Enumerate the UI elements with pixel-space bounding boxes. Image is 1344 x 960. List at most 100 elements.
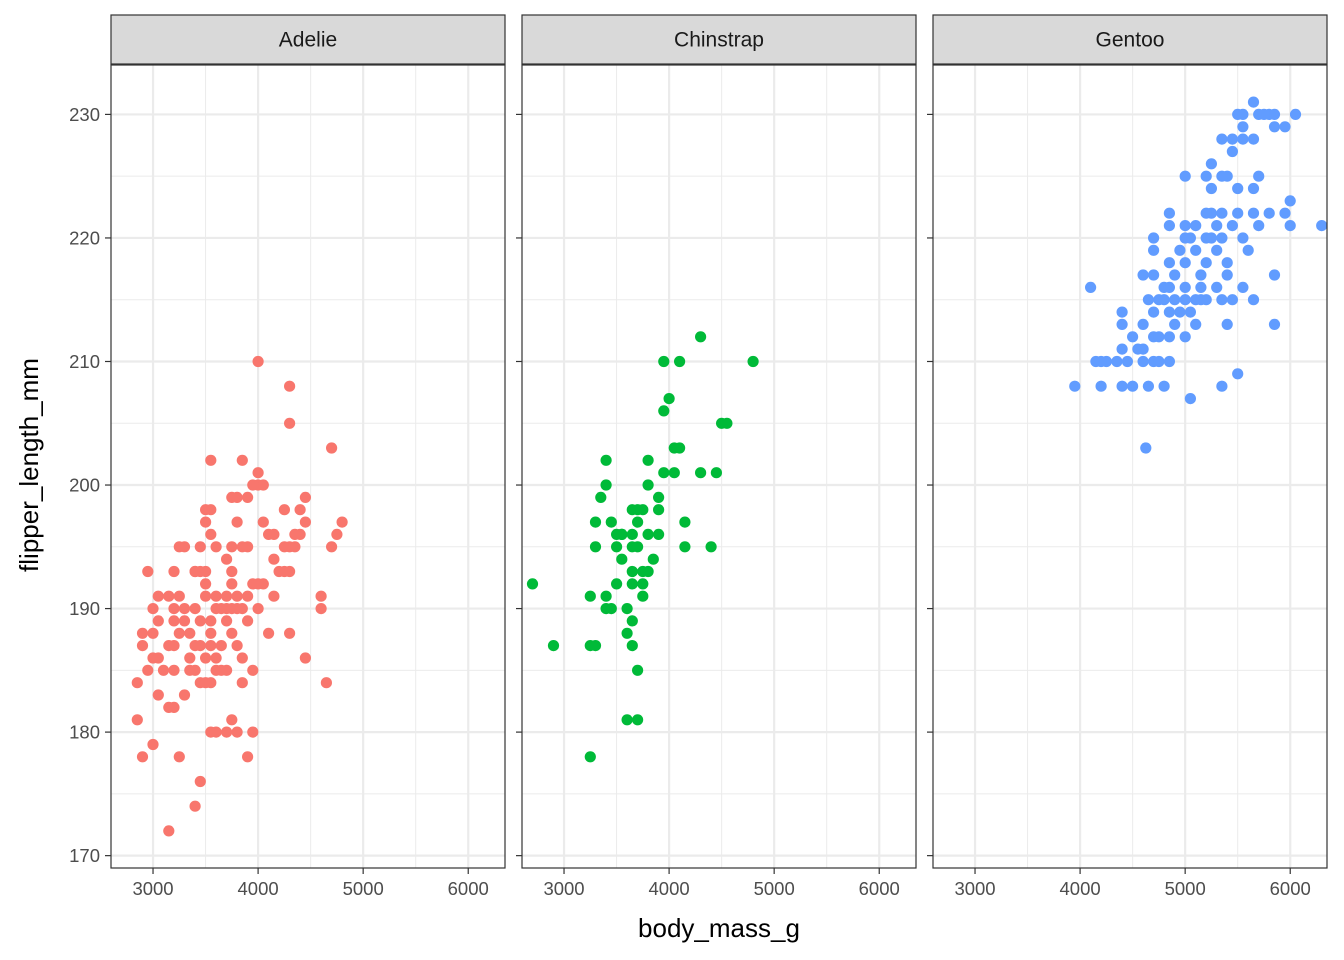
data-point — [247, 479, 259, 491]
data-point — [605, 516, 617, 528]
data-point — [1140, 442, 1152, 454]
x-tick-label: 4000 — [649, 878, 690, 899]
data-point — [526, 578, 539, 590]
data-point — [705, 541, 717, 553]
y-tick-label: 170 — [69, 845, 100, 866]
data-point — [163, 701, 175, 714]
data-point — [1216, 294, 1228, 306]
data-point — [142, 664, 154, 676]
data-point — [189, 565, 201, 578]
y-tick-label: 180 — [69, 722, 100, 743]
data-point — [584, 751, 596, 763]
data-point — [1226, 133, 1238, 145]
data-point — [242, 751, 254, 763]
data-point — [584, 590, 596, 602]
data-point — [210, 652, 222, 664]
data-point — [1153, 355, 1165, 368]
data-point — [284, 417, 296, 429]
panel-background — [111, 65, 505, 868]
data-point — [252, 355, 264, 368]
data-point — [194, 615, 206, 627]
data-point — [221, 590, 233, 602]
data-point — [236, 454, 248, 466]
data-point — [1163, 355, 1175, 368]
data-point — [152, 615, 164, 627]
data-point — [1184, 393, 1196, 405]
data-point — [605, 603, 617, 615]
facet-strip — [521, 14, 917, 65]
data-point — [1163, 331, 1175, 343]
data-point — [152, 689, 164, 701]
data-point — [1111, 355, 1123, 368]
data-point — [1211, 220, 1223, 232]
data-point — [1216, 170, 1228, 182]
data-point — [616, 528, 628, 541]
x-tick-label: 3000 — [954, 878, 995, 899]
data-point — [621, 627, 633, 639]
data-point — [626, 615, 638, 627]
data-point — [632, 714, 644, 726]
data-point — [200, 590, 212, 602]
data-point — [215, 603, 227, 615]
data-point — [1247, 294, 1260, 306]
data-point — [1169, 294, 1181, 306]
data-point — [626, 565, 638, 578]
data-point — [284, 565, 296, 578]
data-point — [147, 738, 159, 751]
data-point — [1237, 108, 1249, 120]
data-point — [152, 590, 164, 602]
x-tick-label: 6000 — [859, 878, 900, 899]
data-point — [626, 541, 638, 553]
data-point — [1226, 294, 1238, 306]
data-point — [231, 726, 243, 738]
data-point — [1237, 232, 1249, 244]
data-point — [257, 516, 269, 528]
data-point — [326, 442, 338, 454]
data-point — [653, 491, 665, 503]
data-point — [668, 467, 680, 479]
data-point — [131, 677, 143, 689]
data-point — [1216, 133, 1228, 145]
data-point — [642, 528, 654, 541]
data-point — [1137, 355, 1149, 368]
data-point — [595, 491, 607, 503]
data-point — [242, 491, 254, 503]
data-point — [1195, 294, 1207, 306]
data-point — [747, 355, 759, 368]
x-axis-title: body_mass_g — [638, 913, 800, 943]
data-point — [626, 578, 638, 590]
data-point — [299, 516, 311, 528]
data-point — [642, 454, 654, 466]
x-tick-label: 6000 — [1270, 878, 1311, 899]
data-point — [1247, 182, 1260, 195]
data-point — [589, 541, 602, 553]
data-point — [1221, 318, 1233, 330]
data-point — [173, 590, 185, 602]
x-tick-label: 5000 — [1165, 878, 1206, 899]
data-point — [278, 504, 290, 516]
data-point — [1148, 269, 1160, 281]
facet-strip — [932, 14, 1328, 65]
panel-border — [110, 64, 506, 869]
data-point — [242, 615, 254, 627]
data-point — [1085, 281, 1097, 293]
data-point — [157, 664, 170, 676]
data-point — [1284, 195, 1296, 207]
data-point — [194, 541, 206, 553]
data-point — [289, 528, 301, 541]
data-point — [674, 355, 686, 368]
data-point — [637, 578, 649, 590]
data-point — [1163, 257, 1175, 269]
data-point — [247, 664, 259, 676]
data-point — [1116, 318, 1128, 330]
data-point — [168, 664, 180, 676]
data-point — [268, 590, 280, 602]
data-point — [163, 825, 175, 837]
data-point — [168, 565, 180, 578]
data-point — [210, 726, 222, 738]
data-point — [1268, 269, 1281, 281]
data-point — [1148, 244, 1160, 256]
data-point — [221, 615, 233, 627]
data-point — [200, 578, 212, 590]
data-point — [1116, 306, 1128, 318]
